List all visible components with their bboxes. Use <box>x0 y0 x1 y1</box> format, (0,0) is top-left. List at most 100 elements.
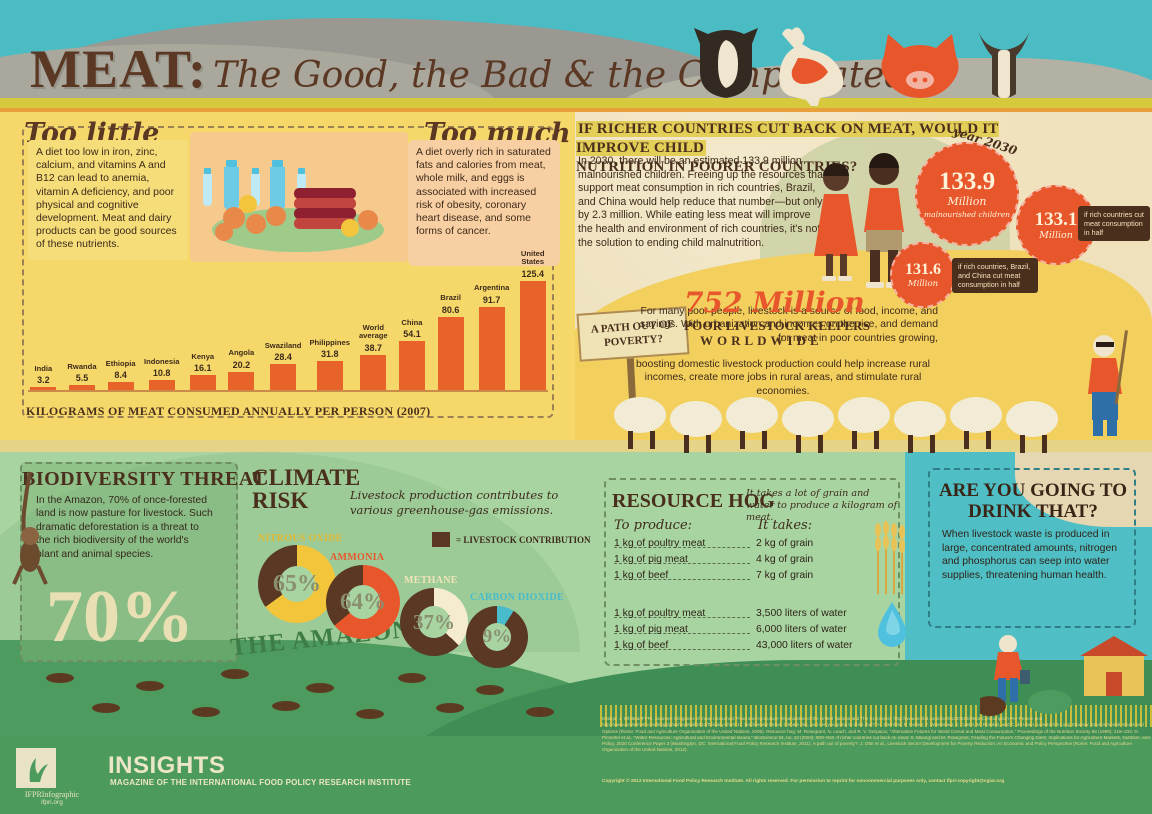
bar-value: 28.4 <box>274 352 292 363</box>
bar-rect <box>107 382 134 390</box>
bar-label: Angola <box>228 348 255 358</box>
resource-dotted-connector <box>614 633 750 634</box>
donut-chart-0: 65% <box>258 545 336 623</box>
bar-rect <box>360 354 387 390</box>
bar-value: 54.1 <box>403 328 421 339</box>
resource-takes-value: 4 kg of grain <box>756 554 814 565</box>
donut-hole <box>345 584 381 620</box>
sheep-herd-illustration <box>614 397 1058 453</box>
resource-produce-label: 1 kg of poultry meat <box>614 608 706 619</box>
circle-1331-unit: Million <box>1039 229 1073 241</box>
circle-1316-number: 131.6 <box>905 260 941 278</box>
donut-chart-2: 37% <box>400 588 468 656</box>
herder-figure <box>1088 330 1128 436</box>
farmer-figure <box>994 635 1030 702</box>
resource-dotted-connector <box>614 547 750 548</box>
resource-hog-subtitle: It takes a lot of grain and water to pro… <box>746 488 898 523</box>
bar-label: Indonesia <box>143 356 180 366</box>
bar-rect <box>148 380 175 390</box>
monkey-icon <box>12 471 48 585</box>
bar-group: Argentina 91.7 <box>474 250 509 390</box>
resource-takes-value: 2 kg of grain <box>756 538 814 549</box>
poverty-line2: POOR LIVESTOCK KEEPERS <box>684 318 871 333</box>
diet-panel <box>22 126 554 418</box>
bar-rect <box>189 375 216 390</box>
cow-icon <box>694 28 758 98</box>
bar-value: 31.8 <box>320 349 339 360</box>
chart-caption: KILOGRAMS OF MEAT CONSUMED ANNUALLY PER … <box>26 404 431 418</box>
barn-icon <box>1080 636 1148 696</box>
circle-1316-unit: Million <box>907 278 939 289</box>
too-little-textbox: A diet too low in iron, zinc, calcium, a… <box>28 140 188 260</box>
bar-group: World average 38.7 <box>358 250 389 390</box>
climate-title-line2: RISK <box>252 488 309 513</box>
goat-icon <box>978 30 1030 98</box>
bar-rect <box>437 316 464 390</box>
circle-1339-million: 133.9 Million malnourished children <box>915 142 1019 246</box>
bar-label: Ethiopia <box>105 358 136 368</box>
ifpri-url: ifpri.org <box>41 799 63 806</box>
donut-value: 65% <box>273 570 321 597</box>
ifpri-logo-text: IFPRInfographic <box>24 790 80 799</box>
bar-rect <box>68 385 95 390</box>
bar-group: Swaziland 28.4 <box>264 250 302 390</box>
bar-rect <box>30 387 57 390</box>
donut-hole <box>418 606 450 638</box>
biodiversity-panel <box>20 462 238 662</box>
bar-value: 20.2 <box>232 359 251 370</box>
resource-dotted-connector <box>614 563 750 564</box>
too-much-textbox: A diet overly rich in saturated fats and… <box>408 140 560 266</box>
bar-label: India <box>34 363 53 373</box>
bar-value: 5.5 <box>75 373 89 384</box>
food-illustration <box>190 132 408 262</box>
biodiversity-title: BIODIVERSITY THREAT <box>22 468 267 490</box>
resource-produce-label: 1 kg of beef <box>614 570 669 581</box>
bar-label: Kenya <box>191 351 215 361</box>
poverty-line3: WORLDWIDE <box>700 333 823 348</box>
tag-rich-half: if rich countries cut meat consumption i… <box>1078 206 1150 241</box>
bar-rect <box>270 364 297 390</box>
resource-dotted-connector <box>614 579 750 580</box>
resource-produce-label: 1 kg of pig meat <box>614 624 688 635</box>
climate-risk-title: CLIMATE RISK <box>252 466 360 512</box>
bar-value: 125.4 <box>521 268 544 279</box>
richer-title-line1: IF RICHER COUNTRIES CUT BACK ON MEAT, WO… <box>576 121 999 156</box>
bar-label: Argentina <box>473 283 510 293</box>
resource-produce-label: 1 kg of poultry meat <box>614 538 706 549</box>
grass-texture-strip <box>600 705 1152 727</box>
biodiversity-percentage: 70% <box>46 576 194 658</box>
donut-label-3: CARBON DIOXIDE <box>470 592 564 603</box>
bush-icon <box>1028 690 1072 714</box>
farm-scene-illustration <box>980 635 1148 716</box>
milk-bottles-icon <box>203 160 306 210</box>
climate-title-line1: CLIMATE <box>252 465 361 490</box>
water-drop-icon <box>878 602 906 647</box>
bar-value: 38.7 <box>364 342 383 353</box>
too-much-body: A diet overly rich in saturated fats and… <box>416 146 551 238</box>
bar-value: 80.6 <box>441 304 460 315</box>
bar-label: Swaziland <box>264 340 302 350</box>
bar-group: Brazil 80.6 <box>435 250 466 390</box>
biodiversity-body: In the Amazon, 70% of once-forested land… <box>36 495 213 560</box>
circle-1339-number: 133.9 <box>938 168 996 195</box>
bar-group: India 3.2 <box>28 250 59 390</box>
bar-rect <box>316 361 343 390</box>
donut-label-0: NITROUS OXIDE <box>258 533 343 544</box>
richer-countries-body: In 2030, there will be an estimated 133.… <box>578 155 826 249</box>
richer-title-line2: NUTRITION IN POORER COUNTRIES? <box>576 159 858 175</box>
vegetables-icon <box>215 195 378 241</box>
poverty-number: 752 Million <box>684 286 865 319</box>
donut-value: 64% <box>340 589 386 614</box>
bar-value: 91.7 <box>482 294 501 305</box>
chart-bars: India 3.2 Rwanda 5.5 Ethiopia 8.4 Indonesia 10.… <box>28 249 548 390</box>
bar-group: Philippines 31.8 <box>309 250 350 390</box>
pig-icon <box>881 34 959 98</box>
insights-subtitle: MAGAZINE OF THE INTERNATIONAL FOOD POLIC… <box>110 778 411 787</box>
bar-label: Brazil <box>440 293 461 303</box>
resource-produce-label: 1 kg of beef <box>614 640 669 651</box>
resource-hog-col1-header: To produce: <box>614 518 693 533</box>
too-little-body: A diet too low in iron, zinc, calcium, a… <box>36 146 177 251</box>
donut-hole <box>279 566 315 602</box>
cow-silhouette-icon <box>980 696 1006 716</box>
bar-rect <box>478 306 505 390</box>
